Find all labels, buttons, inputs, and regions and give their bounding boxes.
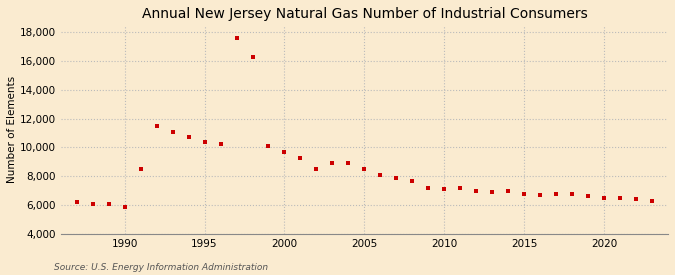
Point — [375, 173, 386, 177]
Point — [215, 142, 226, 146]
Point — [599, 196, 610, 200]
Point — [183, 135, 194, 139]
Point — [343, 161, 354, 166]
Point — [263, 144, 274, 148]
Point — [567, 191, 578, 196]
Point — [119, 204, 130, 209]
Title: Annual New Jersey Natural Gas Number of Industrial Consumers: Annual New Jersey Natural Gas Number of … — [142, 7, 587, 21]
Point — [295, 155, 306, 160]
Point — [103, 202, 114, 207]
Point — [519, 191, 530, 196]
Point — [199, 139, 210, 144]
Point — [503, 188, 514, 193]
Text: Source: U.S. Energy Information Administration: Source: U.S. Energy Information Administ… — [54, 263, 268, 272]
Point — [167, 129, 178, 134]
Point — [423, 186, 434, 190]
Point — [391, 175, 402, 180]
Point — [615, 196, 626, 200]
Point — [630, 197, 641, 202]
Point — [583, 194, 593, 199]
Point — [471, 188, 482, 193]
Point — [535, 193, 545, 197]
Point — [135, 167, 146, 171]
Point — [151, 123, 162, 128]
Point — [439, 187, 450, 191]
Point — [72, 200, 82, 204]
Point — [231, 36, 242, 40]
Point — [327, 161, 338, 166]
Point — [311, 167, 322, 171]
Point — [647, 199, 657, 203]
Point — [87, 202, 98, 206]
Point — [455, 186, 466, 190]
Point — [247, 54, 258, 59]
Point — [407, 178, 418, 183]
Point — [359, 167, 370, 171]
Point — [279, 150, 290, 154]
Point — [487, 190, 497, 194]
Y-axis label: Number of Elements: Number of Elements — [7, 76, 17, 183]
Point — [551, 191, 562, 196]
